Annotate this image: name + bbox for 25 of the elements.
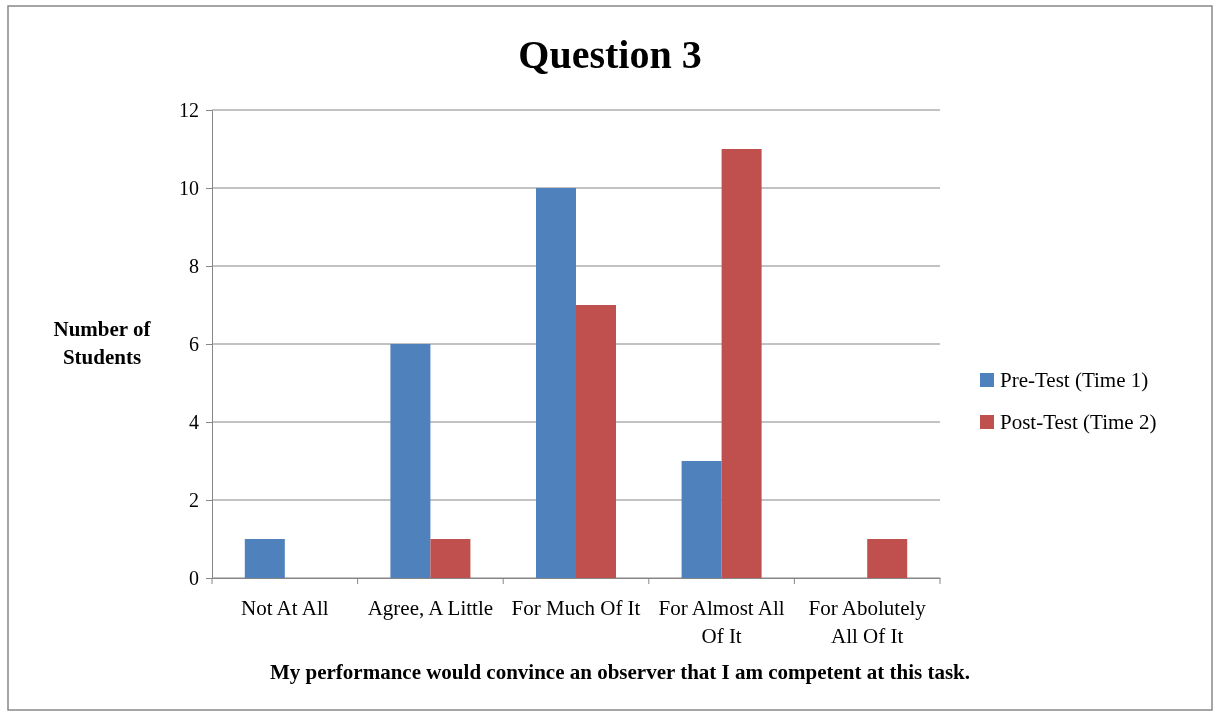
- x-axis-title: My performance would convince an observer that I am competent at this task.: [269, 660, 971, 684]
- y-tick-label: 8: [189, 254, 199, 277]
- x-tick-label: For Abolutely All Of It: [808, 596, 927, 648]
- bar: [681, 461, 722, 578]
- y-tick-label: 2: [189, 488, 199, 511]
- bar: [867, 539, 908, 578]
- bar: [576, 305, 616, 578]
- y-tick-label: 4: [189, 410, 199, 433]
- y-tick-label: 10: [179, 176, 199, 199]
- chart-title: Question 3: [518, 32, 702, 77]
- y-axis-title: Number of Students: [53, 317, 152, 369]
- bar: [536, 188, 576, 578]
- bar: [390, 344, 431, 578]
- x-tick-label: Not At All: [241, 596, 329, 620]
- x-tick-label: For Almost All Of It: [658, 596, 785, 648]
- x-tick-label: For Much Of It: [511, 596, 641, 620]
- y-tick-label: 6: [189, 332, 199, 355]
- bar: [721, 149, 762, 578]
- bar: [430, 539, 471, 578]
- y-tick-label: 0: [189, 566, 199, 589]
- legend-label: Post-Test (Time 2): [1000, 410, 1157, 434]
- y-tick-label: 12: [179, 98, 199, 121]
- x-tick-label: Agree, A Little: [367, 596, 494, 620]
- bar: [244, 539, 285, 578]
- legend-label: Pre-Test (Time 1): [1000, 368, 1149, 392]
